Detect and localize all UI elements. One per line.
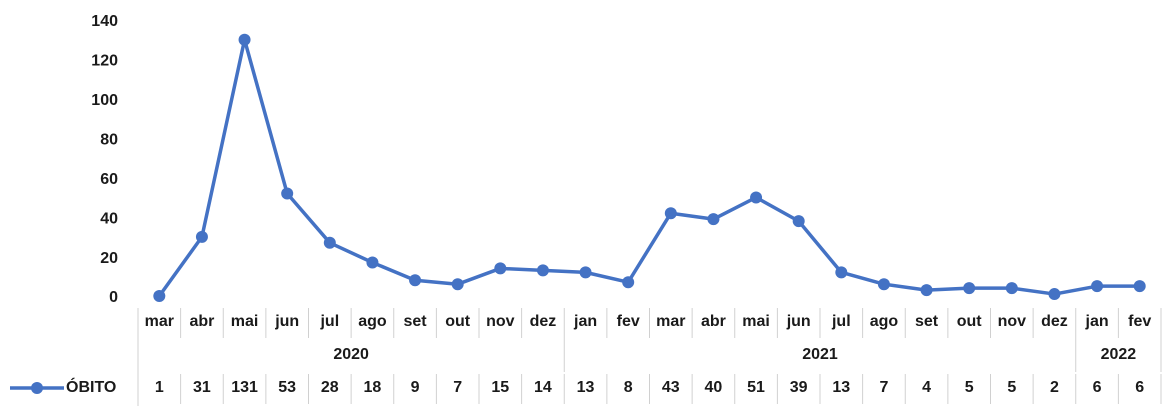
x-tick-label: abr: [189, 313, 214, 330]
data-label: 5: [965, 379, 974, 396]
data-label: 6: [1093, 379, 1102, 396]
data-label: 6: [1135, 379, 1144, 396]
data-label: 39: [790, 379, 808, 396]
data-label: 5: [1007, 379, 1016, 396]
point: [792, 215, 805, 228]
data-label: 15: [491, 379, 509, 396]
legend: ÓBITO: [10, 377, 116, 396]
x-group-label: 2020: [333, 346, 369, 363]
point: [622, 276, 635, 289]
y-tick-label: 40: [100, 210, 118, 227]
point: [366, 256, 379, 269]
y-tick-label: 0: [109, 289, 118, 306]
point: [409, 274, 422, 287]
x-tick-label: abr: [701, 313, 726, 330]
legend-marker: [31, 382, 43, 394]
data-label: 7: [453, 379, 462, 396]
data-label: 51: [747, 379, 765, 396]
point: [536, 264, 549, 277]
point: [323, 236, 336, 249]
x-tick-label: mai: [231, 313, 259, 330]
data-label: 13: [832, 379, 850, 396]
point: [281, 187, 294, 200]
series-line: [157, 37, 1140, 298]
x-tick-label: jan: [573, 313, 597, 330]
point: [1133, 280, 1146, 293]
legend-label: ÓBITO: [66, 377, 116, 396]
x-tick-label: nov: [998, 313, 1027, 330]
point: [1091, 280, 1104, 293]
data-label: 31: [193, 379, 211, 396]
data-label: 28: [321, 379, 339, 396]
point: [579, 266, 592, 279]
data-label: 131: [231, 379, 258, 396]
data-label: 53: [278, 379, 296, 396]
y-tick-label: 140: [91, 13, 118, 30]
x-tick-label: out: [957, 313, 983, 330]
point: [238, 33, 251, 46]
point: [750, 191, 763, 204]
x-tick-label: mai: [742, 313, 770, 330]
data-label: 18: [364, 379, 382, 396]
x-tick-label: dez: [530, 313, 557, 330]
data-label: 14: [534, 379, 552, 396]
y-tick-label: 20: [100, 250, 118, 267]
point: [195, 230, 208, 243]
x-tick-label: out: [445, 313, 471, 330]
data-label: 43: [662, 379, 680, 396]
point: [494, 262, 507, 275]
x-group-label: 2022: [1101, 346, 1137, 363]
y-tick-label: 60: [100, 171, 118, 188]
x-tick-label: mar: [145, 313, 174, 330]
y-tick-label: 120: [91, 53, 118, 70]
data-label: 40: [705, 379, 723, 396]
y-tick-label: 100: [91, 92, 118, 109]
x-tick-label: dez: [1041, 313, 1068, 330]
data-label: 4: [922, 379, 931, 396]
data-label: 8: [624, 379, 633, 396]
x-tick-label: set: [404, 313, 428, 330]
data-label: 2: [1050, 379, 1059, 396]
x-group-label: 2021: [802, 346, 838, 363]
data-label: 9: [411, 379, 420, 396]
point: [963, 282, 976, 295]
x-tick-label: jun: [786, 313, 811, 330]
x-tick-label: ago: [358, 313, 387, 330]
point: [920, 284, 933, 297]
x-tick-label: fev: [617, 313, 640, 330]
x-tick-label: mar: [656, 313, 685, 330]
x-tick-label: jun: [274, 313, 299, 330]
point: [835, 266, 848, 279]
y-tick-label: 80: [100, 132, 118, 149]
point: [707, 213, 720, 226]
x-tick-label: ago: [870, 313, 899, 330]
x-tick-label: jul: [319, 313, 339, 330]
data-label: 1: [155, 379, 164, 396]
x-tick-label: jan: [1085, 313, 1109, 330]
point: [664, 207, 677, 220]
x-tick-label: jul: [831, 313, 851, 330]
x-tick-label: nov: [486, 313, 515, 330]
x-tick-label: fev: [1128, 313, 1151, 330]
x-tick-label: set: [915, 313, 939, 330]
point: [877, 278, 890, 291]
data-label: 7: [879, 379, 888, 396]
data-label: 13: [577, 379, 595, 396]
point: [153, 290, 166, 303]
point: [451, 278, 464, 291]
point: [1005, 282, 1018, 295]
point: [1048, 288, 1061, 301]
